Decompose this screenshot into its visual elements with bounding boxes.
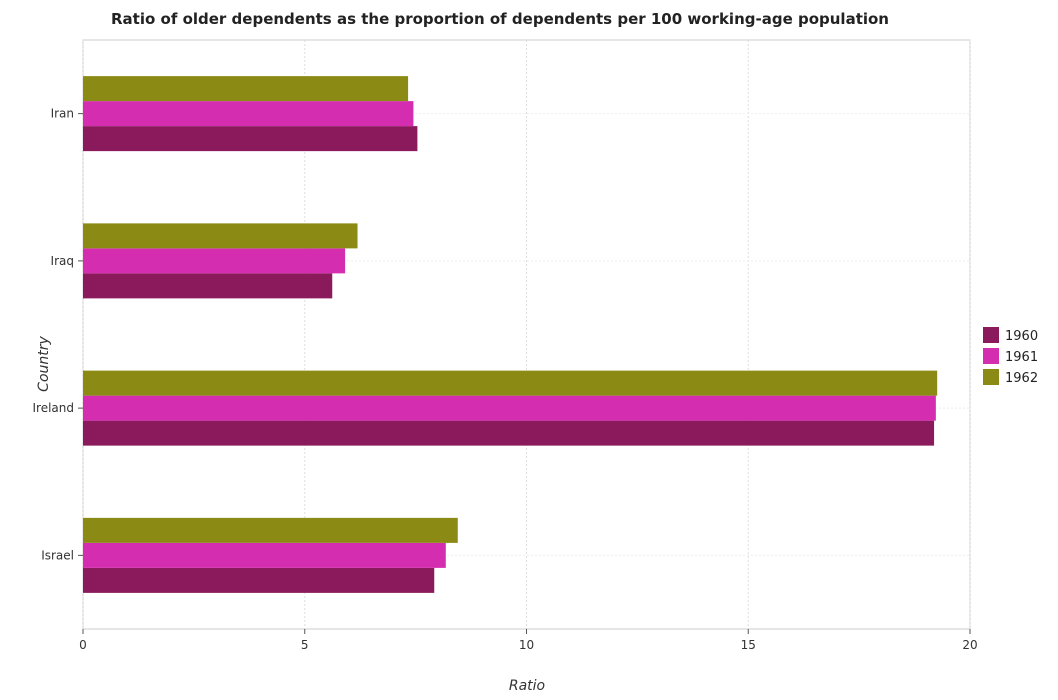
x-tick-label: 0 [79, 638, 87, 652]
legend-swatch [983, 369, 999, 385]
legend-label: 1961 [1005, 350, 1038, 365]
chart-title: Ratio of older dependents as the proport… [111, 10, 889, 28]
legend-label: 1960 [1005, 329, 1038, 344]
x-axis-label: Ratio [509, 678, 545, 694]
x-tick-label: 20 [962, 638, 977, 652]
x-tick-label: 5 [301, 638, 309, 652]
legend: 1960 1961 1962 [983, 327, 1038, 386]
bar [83, 517, 458, 543]
bar [83, 542, 446, 568]
legend-swatch [983, 327, 999, 343]
bar [83, 395, 936, 421]
y-axis-label: Country [36, 335, 52, 391]
bar [83, 420, 935, 446]
bar [83, 223, 358, 249]
y-tick-label: Israel [41, 548, 74, 562]
plot-area: 0 5 10 15 20 Iran Iraq Ireland Israel [32, 39, 978, 652]
bar [83, 567, 435, 593]
bar [83, 126, 418, 152]
x-tick-label: 10 [519, 638, 534, 652]
bar [83, 101, 414, 127]
bar [83, 248, 346, 274]
legend-swatch [983, 348, 999, 364]
bar [83, 273, 333, 299]
legend-label: 1962 [1005, 371, 1038, 386]
y-tick-label: Iraq [51, 254, 74, 268]
x-tick-label: 15 [741, 638, 756, 652]
y-tick-label: Ireland [32, 401, 74, 415]
bar [83, 76, 409, 102]
y-tick-label: Iran [51, 107, 74, 121]
bar [83, 370, 938, 396]
